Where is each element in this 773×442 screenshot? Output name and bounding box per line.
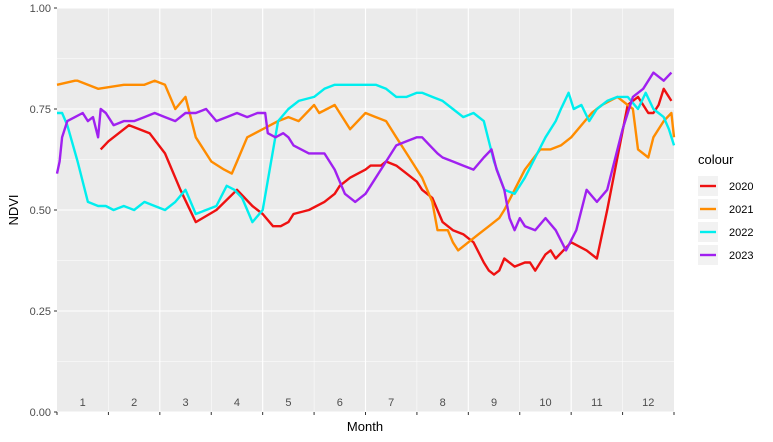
- legend: colour 2020 2021 2022 2023: [698, 152, 753, 265]
- y-axis: 0.00 0.25 0.50 0.75 1.00: [30, 3, 57, 419]
- legend-label-2020: 2020: [729, 181, 753, 193]
- month-label: 7: [388, 397, 394, 409]
- y-tick-label: 0.50: [30, 205, 51, 217]
- y-axis-title: NDVI: [6, 194, 21, 225]
- x-axis: [56, 412, 675, 415]
- legend-label-2021: 2021: [729, 204, 753, 216]
- month-label: 9: [491, 397, 497, 409]
- month-label: 1: [80, 397, 86, 409]
- series-line-2020: [99, 87, 673, 276]
- y-tick-label: 0.00: [30, 407, 51, 419]
- month-label: 11: [591, 397, 602, 409]
- month-label: 12: [642, 397, 654, 409]
- x-axis-title: Month: [347, 419, 383, 434]
- series-lines: [55, 71, 676, 276]
- y-tick-label: 0.25: [30, 306, 51, 318]
- month-label: 8: [440, 397, 446, 409]
- series-line-2023: [55, 71, 673, 252]
- legend-title: colour: [698, 152, 734, 167]
- legend-label-2022: 2022: [729, 227, 753, 239]
- month-label: 2: [131, 397, 137, 409]
- y-tick-label: 0.75: [30, 104, 51, 116]
- month-label: 3: [182, 397, 188, 409]
- month-label: 5: [285, 397, 291, 409]
- month-label: 6: [337, 397, 343, 409]
- month-label: 10: [539, 397, 551, 409]
- y-tick-label: 1.00: [30, 3, 51, 15]
- legend-label-2023: 2023: [729, 250, 753, 262]
- month-labels: 1 2 3 4 5 6 7 8 9 10 11 12: [80, 397, 655, 409]
- series-line-2022: [57, 83, 676, 224]
- legend-items: 2020 2021 2022 2023: [698, 176, 753, 265]
- month-label: 4: [234, 397, 240, 409]
